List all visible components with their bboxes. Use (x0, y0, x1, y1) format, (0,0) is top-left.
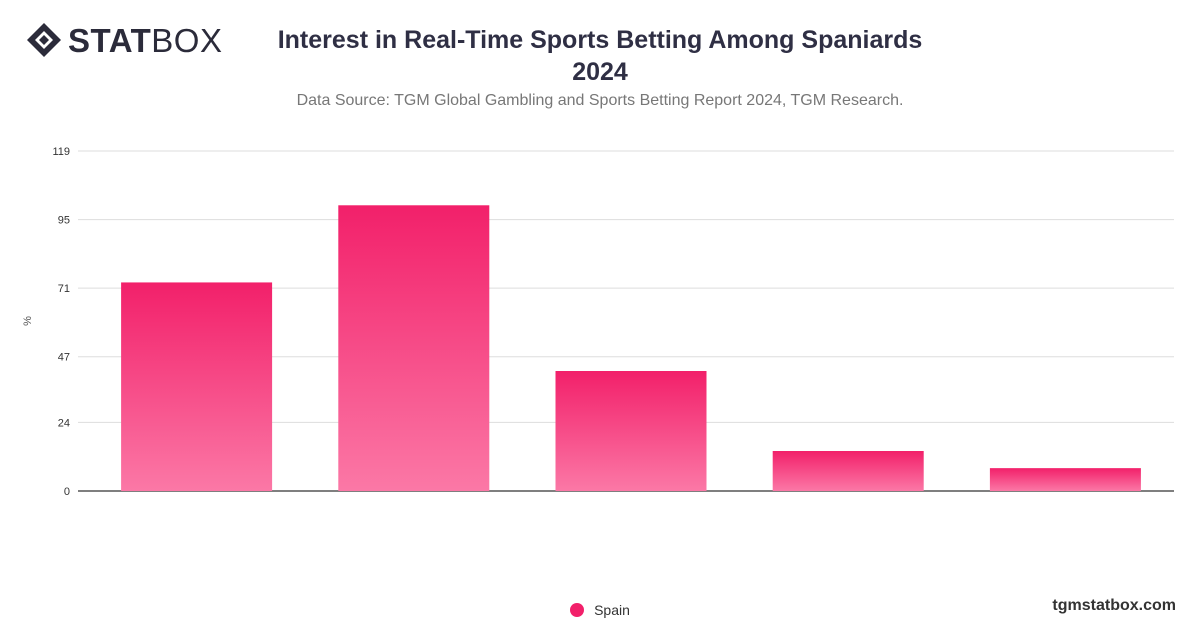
bar[interactable] (989, 468, 1141, 491)
y-tick-label: 24 (58, 417, 70, 429)
chart-title: Interest in Real-Time Sports Betting Amo… (250, 24, 950, 88)
brand-part1: STAT (68, 21, 152, 59)
bar[interactable] (555, 371, 707, 491)
chart-title-line2: 2024 (572, 58, 628, 86)
legend-label-spain: Spain (594, 602, 630, 618)
chart-title-line1: Interest in Real-Time Sports Betting Amo… (277, 26, 923, 54)
y-tick-label: 47 (58, 352, 70, 364)
chart-legend: Spain (0, 602, 1200, 618)
y-tick-label: 0 (64, 486, 70, 498)
y-tick-label: 119 (52, 146, 70, 158)
brand-name: STATBOX (68, 24, 222, 57)
y-tick-label: 71 (58, 283, 70, 295)
legend-swatch-spain (570, 603, 585, 617)
statbox-logo-icon (27, 23, 61, 57)
y-tick-label: 95 (58, 215, 70, 227)
bar[interactable] (772, 451, 924, 491)
y-axis-label: % (22, 316, 34, 326)
bar[interactable] (338, 205, 490, 492)
brand-logo: STATBOX (26, 22, 222, 58)
chart-subtitle: Data Source: TGM Global Gambling and Spo… (296, 92, 904, 109)
brand-part2: BOX (151, 21, 223, 59)
footer-site: tgmstatbox.com (1052, 597, 1176, 614)
bar-chart: % 0 24 47 71 95 119 (22, 146, 1174, 498)
bar[interactable] (121, 282, 273, 491)
